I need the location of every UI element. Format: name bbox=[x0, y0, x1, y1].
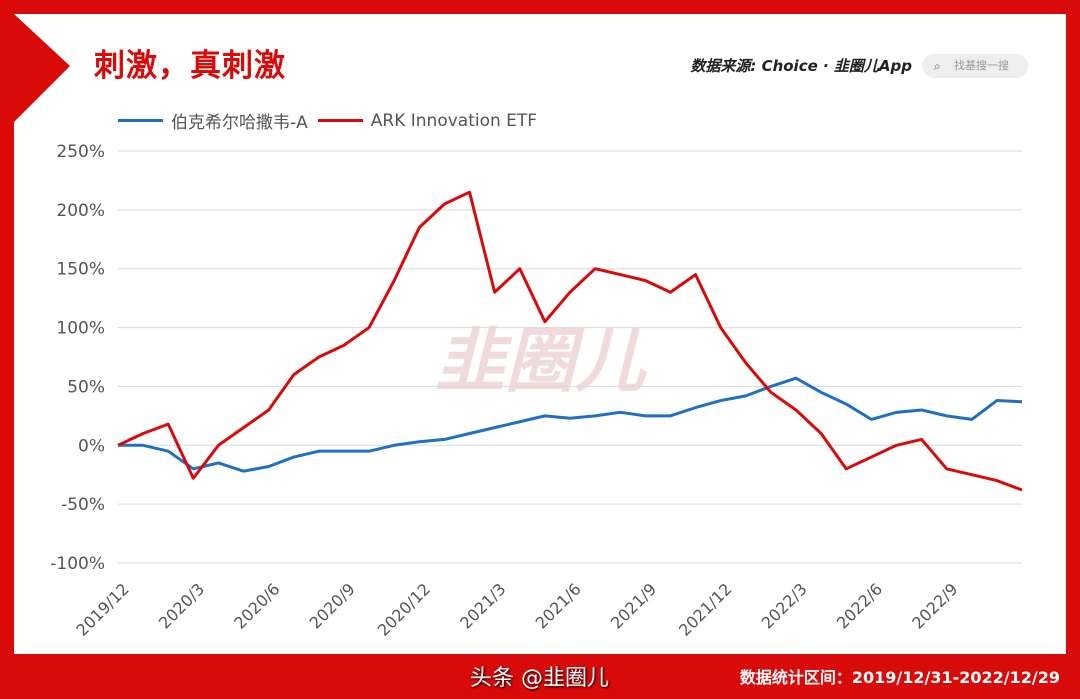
y-tick-label: 250% bbox=[56, 142, 105, 162]
series-line-0 bbox=[118, 376, 1023, 473]
y-tick-label: 150% bbox=[56, 260, 105, 280]
y-tick-label: -100% bbox=[50, 554, 105, 574]
x-tick-label: 2021/9 bbox=[607, 579, 660, 632]
search-icon: ⌕ bbox=[934, 59, 941, 73]
y-tick-label: -50% bbox=[61, 495, 105, 515]
x-tick-label: 2022/9 bbox=[908, 579, 961, 632]
x-tick-label: 2020/3 bbox=[155, 579, 208, 632]
watermark-logo: 韭圈儿 bbox=[435, 320, 647, 402]
chart-card bbox=[14, 14, 1066, 654]
series-line-1 bbox=[117, 190, 1023, 492]
x-tick-label: 2020/6 bbox=[230, 579, 283, 632]
data-source: 数据来源: Choice · 韭圈儿App bbox=[690, 57, 912, 75]
search-input[interactable]: ⌕ 找基搜一搜 bbox=[922, 54, 1028, 78]
date-range: 数据统计区间：2019/12/31-2022/12/29 bbox=[739, 668, 1060, 687]
legend-item-blue: 伯克希尔哈撒韦-A bbox=[118, 108, 308, 133]
search-placeholder: 找基搜一搜 bbox=[954, 59, 1009, 72]
page-title: 刺激，真刺激 bbox=[94, 48, 286, 84]
y-tick-label: 0% bbox=[78, 436, 105, 456]
y-tick-label: 50% bbox=[67, 377, 105, 397]
legend-label: ARK Innovation ETF bbox=[370, 110, 538, 131]
y-tick-label: 100% bbox=[56, 319, 105, 339]
x-tick-label: 2022/6 bbox=[833, 579, 886, 632]
legend-item-red: ARK Innovation ETF bbox=[317, 110, 538, 131]
legend-label: 伯克希尔哈撒韦-A bbox=[171, 113, 308, 133]
x-tick-label: 2019/12 bbox=[72, 579, 132, 639]
x-tick-label: 2020/12 bbox=[374, 579, 434, 639]
x-tick-label: 2021/6 bbox=[532, 579, 585, 632]
x-tick-label: 2022/3 bbox=[758, 579, 811, 632]
x-tick-label: 2021/12 bbox=[675, 579, 735, 639]
x-tick-label: 2020/9 bbox=[306, 579, 359, 632]
y-tick-label: 200% bbox=[56, 201, 105, 221]
legend: 伯克希尔哈撒韦-A ARK Innovation ETF bbox=[118, 108, 537, 133]
x-tick-label: 2021/3 bbox=[456, 579, 509, 632]
toutiao-watermark: 头条 @韭圈儿 bbox=[470, 666, 609, 691]
